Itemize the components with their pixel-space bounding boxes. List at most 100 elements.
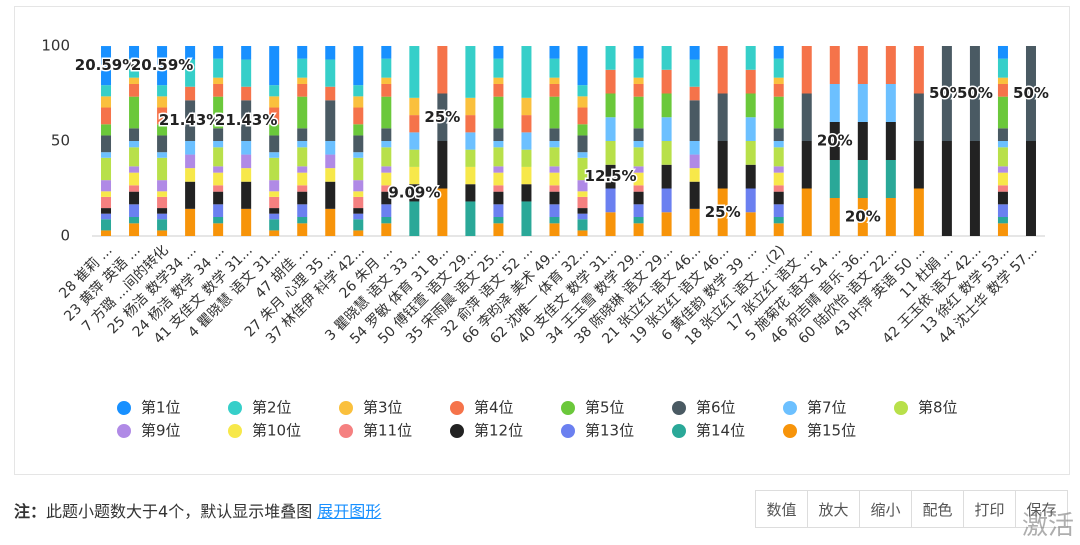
bar-segment xyxy=(521,97,532,116)
bar-segment xyxy=(997,166,1008,173)
bar-segment xyxy=(353,180,364,192)
legend-marker xyxy=(450,401,464,415)
bar-segment xyxy=(913,188,924,236)
bar-segment xyxy=(633,166,644,173)
bar-segment xyxy=(101,219,112,231)
bar-segment xyxy=(745,117,756,141)
value-label: 25% xyxy=(705,203,741,221)
bar-segment xyxy=(213,223,224,236)
bar-segment xyxy=(997,223,1008,236)
bar-segment xyxy=(549,77,560,84)
bar-segment xyxy=(493,83,504,97)
bar-segment xyxy=(437,188,448,236)
bar-segment xyxy=(633,77,644,84)
bar-segment xyxy=(633,223,644,236)
bar-segment xyxy=(129,223,140,236)
legend-label: 第10位 xyxy=(252,422,301,440)
bar-segment xyxy=(353,157,364,181)
legend-label: 第4位 xyxy=(474,399,514,417)
bar-segment xyxy=(997,147,1008,167)
legend-marker xyxy=(672,424,686,438)
bar-segment xyxy=(437,46,448,94)
bar-segment xyxy=(493,185,504,192)
bar-segment xyxy=(857,160,868,198)
toolbar-button[interactable]: 配色 xyxy=(911,490,964,528)
bar-segment xyxy=(549,191,560,205)
toolbar-button[interactable]: 打印 xyxy=(963,490,1016,528)
legend-marker xyxy=(894,401,908,415)
bar-segment xyxy=(773,185,784,192)
toolbar-button[interactable]: 缩小 xyxy=(859,490,912,528)
bar-segment xyxy=(241,154,252,169)
bar-segment xyxy=(465,166,476,185)
bar-segment xyxy=(129,45,140,59)
bar-segment xyxy=(577,230,588,236)
legend-marker xyxy=(672,401,686,415)
legend-marker xyxy=(339,401,353,415)
bar-segment xyxy=(549,141,560,148)
bar-segment xyxy=(353,96,364,108)
bar-segment xyxy=(605,212,616,236)
legend-marker xyxy=(561,401,575,415)
bar-segment xyxy=(493,172,504,186)
bar-segment xyxy=(857,198,868,236)
bar-segment xyxy=(185,141,196,155)
bar-segment xyxy=(101,46,112,86)
note-label: 注： xyxy=(14,502,47,521)
value-label: 25% xyxy=(424,108,460,126)
bar-segment xyxy=(829,198,840,236)
toolbar-button[interactable]: 放大 xyxy=(807,490,860,528)
bar-segment xyxy=(465,115,476,133)
toolbar-button[interactable]: 保存 xyxy=(1015,490,1068,528)
bar-segment xyxy=(157,124,168,136)
bar-segment xyxy=(213,141,224,148)
note: 此题小题数大于4个，默认显示堆叠图 xyxy=(46,502,313,521)
legend-label: 第6位 xyxy=(696,399,736,417)
bar-segment xyxy=(661,141,672,165)
bar-segment xyxy=(577,124,588,136)
bar-segment xyxy=(129,166,140,173)
bar-segment xyxy=(689,141,700,155)
legend-label: 第7位 xyxy=(807,399,847,417)
bar-segment xyxy=(969,141,980,236)
bar-segment xyxy=(297,217,308,224)
bar-segment xyxy=(269,135,280,153)
bar-segment xyxy=(549,58,560,78)
expand-link[interactable]: 展开图形 xyxy=(317,502,382,521)
toolbar-button[interactable]: 数值 xyxy=(755,490,808,528)
toolbar: 数值 放大 缩小 配色 打印 保存 xyxy=(755,490,1068,528)
bar-segment xyxy=(493,217,504,224)
footer: 注：此题小题数大于4个，默认显示堆叠图 展开图形 xyxy=(14,498,381,522)
bar-segment xyxy=(437,141,448,189)
legend-marker xyxy=(339,424,353,438)
bar-segment xyxy=(129,83,140,97)
bar-segment xyxy=(577,157,588,181)
bar-segment xyxy=(1025,46,1036,141)
legend-label: 第14位 xyxy=(696,422,745,440)
legend-marker xyxy=(783,401,797,415)
value-label: 9.09% xyxy=(388,183,440,201)
bar-segment xyxy=(577,85,588,97)
bar-segment xyxy=(157,213,168,220)
bar-segment xyxy=(801,46,812,94)
bar-segment xyxy=(325,59,336,87)
bar-segment xyxy=(997,96,1008,129)
bar-segment xyxy=(213,128,224,141)
bar-segment xyxy=(773,166,784,173)
bar-segment xyxy=(381,185,392,192)
bar-segment xyxy=(801,141,812,189)
bar-segment xyxy=(381,128,392,141)
bar-segment xyxy=(409,201,420,236)
bar-segment xyxy=(689,86,700,101)
bar-segment xyxy=(101,230,112,236)
bar-segment xyxy=(353,46,364,86)
bar-segment xyxy=(829,46,840,84)
bar-segment xyxy=(101,196,112,209)
bar-segment xyxy=(325,86,336,101)
bar-segment xyxy=(773,58,784,78)
bar-segment xyxy=(521,46,532,98)
bar-segment xyxy=(269,196,280,209)
bar-segment xyxy=(101,85,112,97)
bar-segment xyxy=(353,152,364,158)
